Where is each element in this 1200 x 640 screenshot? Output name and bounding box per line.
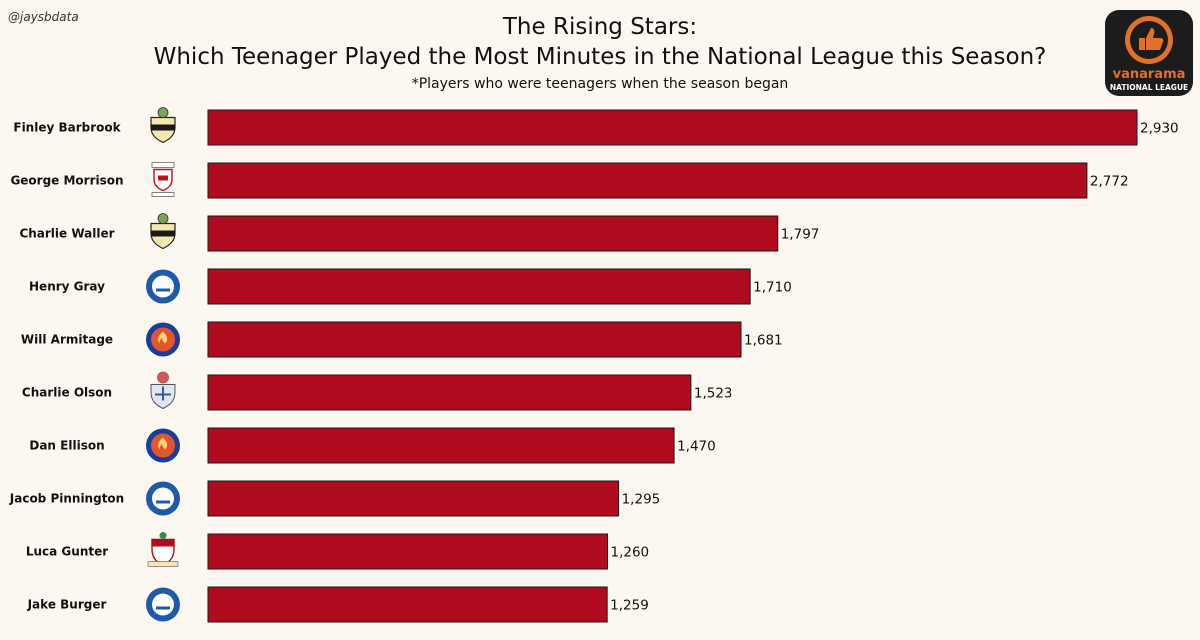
- tamworth-crest-icon: [151, 162, 175, 197]
- player-name-label: George Morrison: [10, 174, 123, 188]
- bar: [207, 374, 692, 411]
- bar: [207, 162, 1088, 199]
- value-label: 1,710: [753, 280, 792, 296]
- author-handle: @jaysbdata: [8, 10, 79, 24]
- bar: [207, 427, 675, 464]
- player-name-label: Finley Barbrook: [13, 121, 121, 135]
- value-label: 2,772: [1090, 174, 1129, 190]
- bar: [207, 109, 1138, 146]
- chart-title-line1: The Rising Stars:: [502, 14, 698, 40]
- player-name-label: Jacob Pinnington: [9, 492, 124, 506]
- player-name-label: Charlie Olson: [22, 386, 112, 400]
- chart-subtitle: *Players who were teenagers when the sea…: [411, 76, 789, 92]
- value-label: 1,523: [694, 386, 733, 402]
- value-label: 2,930: [1140, 121, 1179, 137]
- bar: [207, 586, 608, 623]
- value-label: 1,681: [744, 333, 783, 349]
- value-label: 1,797: [781, 227, 820, 243]
- aldershot-phoenix-crest-icon: [146, 428, 180, 463]
- value-label: 1,295: [622, 492, 661, 508]
- value-label: 1,470: [677, 439, 716, 455]
- chart-title-line2: Which Teenager Played the Most Minutes i…: [153, 44, 1047, 70]
- title-block: The Rising Stars: Which Teenager Played …: [0, 12, 1200, 94]
- player-name-label: Dan Ellison: [29, 439, 104, 453]
- blue-white-crest-icon: [146, 481, 180, 516]
- player-name-label: Charlie Waller: [19, 227, 114, 241]
- sutton-crest-icon: [150, 107, 176, 144]
- aldershot-phoenix-crest-icon: [146, 322, 180, 357]
- red-white-crest-icon: [147, 532, 179, 567]
- player-name-label: Luca Gunter: [26, 545, 108, 559]
- bar: [207, 215, 779, 252]
- blue-white-crest-icon: [146, 587, 180, 622]
- bar: [207, 533, 609, 570]
- player-name-label: Henry Gray: [29, 280, 105, 294]
- sutton-crest-icon: [150, 213, 176, 250]
- bar: [207, 480, 620, 517]
- value-label: 1,260: [611, 545, 650, 561]
- bar: [207, 268, 751, 305]
- svg-text:NATIONAL LEAGUE: NATIONAL LEAGUE: [1110, 83, 1188, 92]
- player-name-label: Will Armitage: [21, 333, 113, 347]
- value-label: 1,259: [610, 598, 649, 614]
- blue-white-crest-icon: [146, 269, 180, 304]
- svg-text:vanarama: vanarama: [1113, 67, 1186, 82]
- national-league-logo: vanarama NATIONAL LEAGUE: [1105, 10, 1193, 96]
- dorking-crest-icon: [150, 371, 176, 410]
- player-name-label: Jake Burger: [27, 598, 107, 612]
- bar: [207, 321, 742, 358]
